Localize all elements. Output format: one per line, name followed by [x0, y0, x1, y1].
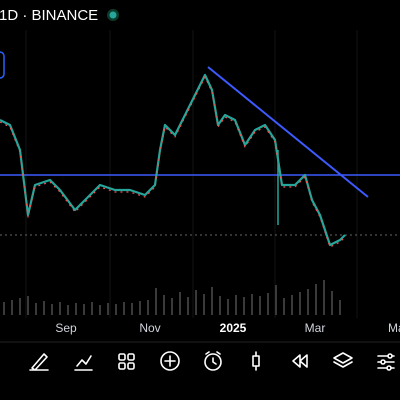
- layers[interactable]: [333, 352, 353, 368]
- toolbar: [29, 351, 395, 371]
- indicators[interactable]: [74, 355, 93, 371]
- grid: [25, 30, 358, 318]
- chart-type[interactable]: [252, 351, 260, 371]
- status-dot: [109, 11, 117, 19]
- replay[interactable]: [292, 354, 308, 368]
- trend-line: [207, 66, 369, 198]
- layouts[interactable]: [118, 353, 135, 370]
- price-series: [0, 73, 346, 247]
- symbol-header: 1D · BINANCE: [0, 7, 98, 24]
- time-label: 2025: [220, 321, 247, 335]
- volume-bars: [3, 280, 341, 315]
- add[interactable]: [160, 351, 180, 371]
- time-label: Sep: [55, 321, 77, 335]
- settings[interactable]: [377, 353, 395, 371]
- time-label: Ma: [388, 321, 400, 335]
- alerts[interactable]: [204, 351, 222, 371]
- draw-tool[interactable]: [29, 353, 49, 371]
- time-label: Mar: [305, 321, 326, 335]
- side-panel-tab[interactable]: [0, 51, 5, 79]
- time-label: Nov: [139, 321, 160, 335]
